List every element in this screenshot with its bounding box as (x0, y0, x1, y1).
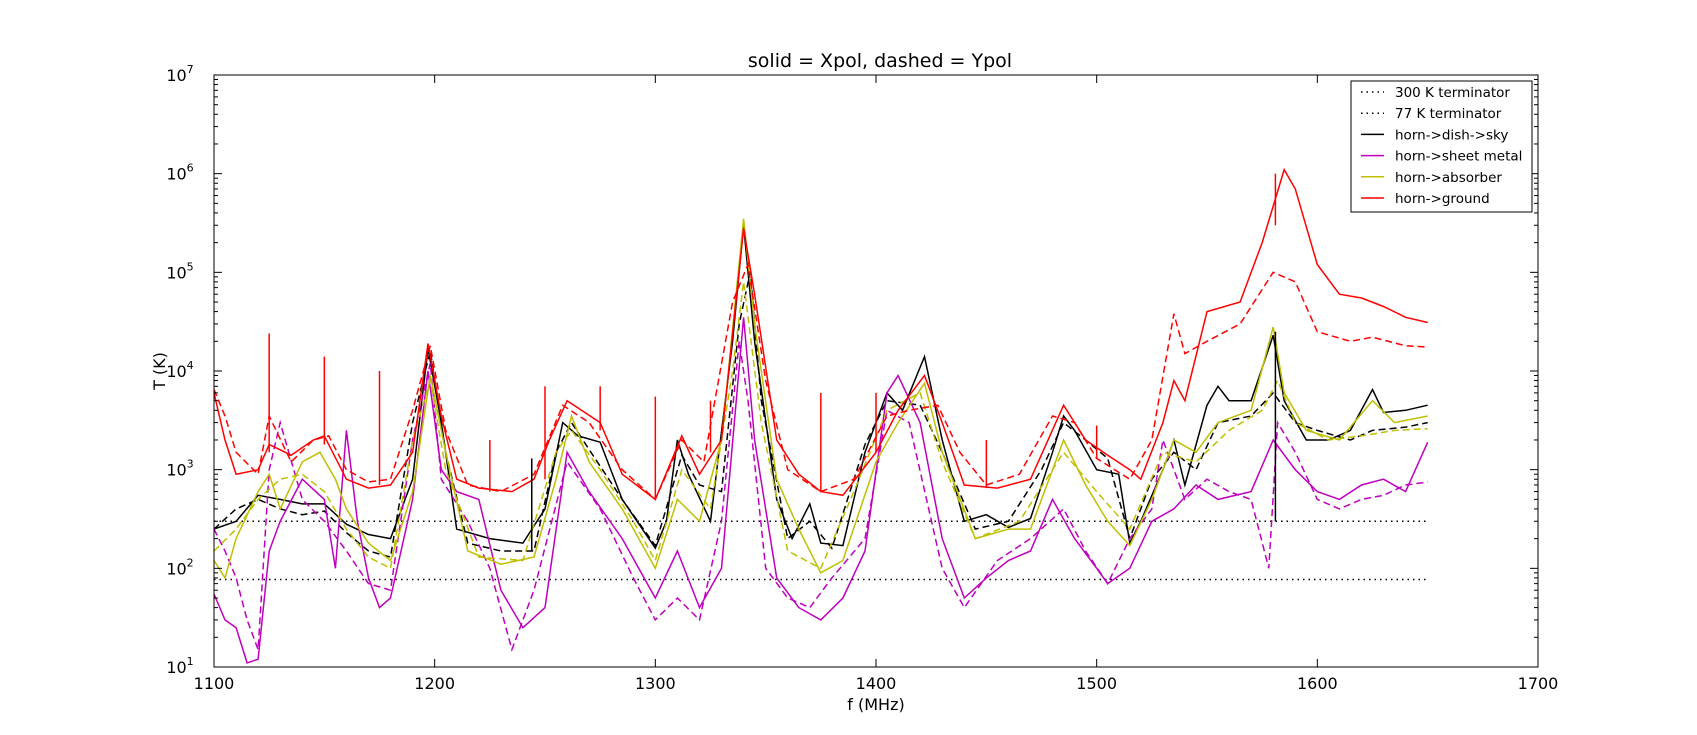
chart-title: solid = Xpol, dashed = Ypol (748, 50, 1012, 72)
x-tick-2: 1300 (635, 75, 676, 693)
series-layer (214, 167, 1429, 664)
y-tick-6: 107 (166, 63, 1538, 85)
series-line-8 (214, 167, 1428, 501)
x-tick-3: 1400 (856, 75, 897, 693)
y-tick-label: 105 (166, 260, 193, 282)
x-axis-label: f (MHz) (847, 695, 904, 714)
y-axis: 101 102 103 104 105 106 107 (166, 63, 1538, 677)
series-line-3 (214, 272, 1428, 559)
legend-label: 77 K terminator (1395, 106, 1502, 122)
series-line-2 (214, 225, 1428, 550)
x-axis: 1100 1200 1300 1400 1500 1600 1700 (194, 75, 1559, 693)
y-tick-label: 107 (166, 63, 193, 85)
x-tick-5: 1600 (1297, 75, 1338, 693)
plot-frame (213, 74, 1539, 668)
y-axis-label: T (K) (150, 352, 169, 391)
x-tick-label: 1500 (1076, 674, 1117, 693)
legend-label: horn->ground (1395, 191, 1490, 207)
legend-entry-0: 300 K terminator (1361, 85, 1510, 101)
x-tick-label: 1700 (1518, 674, 1559, 693)
y-tick-label: 101 (166, 655, 193, 677)
x-tick-6: 1700 (1518, 75, 1559, 693)
y-tick-1: 102 (166, 473, 1538, 578)
series-line-7 (214, 281, 1428, 570)
y-tick-label: 103 (166, 458, 193, 480)
x-tick-label: 1400 (856, 674, 897, 693)
y-tick-label: 106 (166, 162, 193, 184)
legend-label: 300 K terminator (1395, 85, 1510, 101)
series-line-9 (214, 261, 1428, 501)
y-tick-label: 102 (166, 556, 193, 578)
legend-entry-5: horn->ground (1361, 191, 1490, 207)
legend-box (1350, 80, 1533, 213)
y-tick-3: 104 (166, 276, 1538, 381)
x-tick-label: 1200 (414, 674, 455, 693)
x-tick-1: 1200 (414, 75, 455, 693)
y-tick-2: 103 (166, 375, 1538, 480)
series-line-5 (214, 341, 1428, 653)
y-tick-5: 106 (166, 79, 1538, 184)
legend: 300 K terminator 77 K terminator horn->dis… (1350, 80, 1533, 213)
y-tick-4: 105 (166, 177, 1538, 282)
legend-entry-3: horn->sheet metal (1361, 149, 1522, 165)
legend-label: horn->absorber (1395, 170, 1502, 186)
y-tick-0: 101 (166, 572, 1538, 677)
x-tick-label: 1300 (635, 674, 676, 693)
legend-entry-4: horn->absorber (1361, 170, 1502, 186)
x-tick-4: 1500 (1076, 75, 1117, 693)
legend-entry-1: 77 K terminator (1361, 106, 1502, 122)
series-line-4 (214, 317, 1429, 664)
x-tick-0: 1100 (194, 75, 235, 693)
legend-label: horn->sheet metal (1395, 149, 1522, 165)
x-tick-label: 1100 (194, 674, 235, 693)
x-tick-label: 1600 (1297, 674, 1338, 693)
legend-label: horn->dish->sky (1395, 127, 1508, 143)
y-tick-label: 104 (166, 359, 193, 381)
legend-entry-2: horn->dish->sky (1361, 127, 1508, 143)
series-line-6 (214, 218, 1428, 580)
